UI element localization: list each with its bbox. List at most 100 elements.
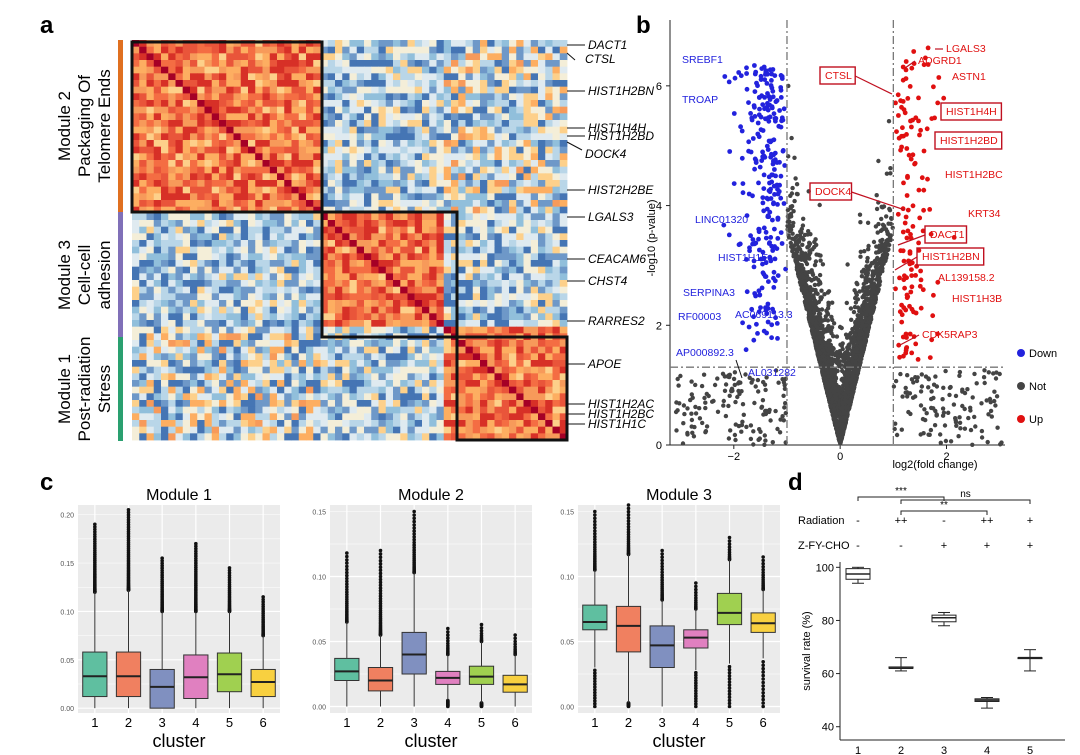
heatmap-cell <box>277 233 285 241</box>
heatmap-cell <box>132 86 140 94</box>
heatmap-cell <box>182 93 191 101</box>
heatmap-cell <box>559 380 568 388</box>
heatmap-cell <box>190 420 198 428</box>
heatmap-cell <box>487 40 495 48</box>
heatmap-cell <box>472 320 481 328</box>
heatmap-cell <box>545 413 553 421</box>
heatmap-cell <box>494 360 503 368</box>
heatmap-cell <box>313 240 321 248</box>
heatmap-cell <box>284 133 292 141</box>
heatmap-cell <box>226 86 234 94</box>
heatmap-cell <box>429 326 437 334</box>
heatmap-cell <box>153 406 162 414</box>
heatmap-cell <box>407 86 416 94</box>
heatmap-cell <box>335 346 343 354</box>
heatmap-cell <box>516 306 524 314</box>
heatmap-cell <box>451 346 459 354</box>
heatmap-cell <box>190 366 198 374</box>
heatmap-cell <box>523 360 532 368</box>
heatmap-cell <box>472 340 481 348</box>
heatmap-cell <box>269 406 278 414</box>
heatmap-cell <box>291 86 300 94</box>
heatmap-cell <box>422 366 430 374</box>
heatmap-cell <box>545 80 553 88</box>
heatmap-cell <box>356 146 365 154</box>
heatmap-cell <box>480 293 488 301</box>
heatmap-cell <box>349 160 358 168</box>
volcano-point-not <box>859 274 865 279</box>
heatmap-cell <box>313 420 321 428</box>
heatmap-cell <box>385 60 394 68</box>
heatmap-cell <box>327 400 336 408</box>
heatmap-cell <box>393 153 401 161</box>
heatmap-cell <box>204 413 213 421</box>
heatmap-cell <box>204 366 213 374</box>
heatmap-cell <box>197 120 205 128</box>
heatmap-cell <box>487 106 495 114</box>
heatmap-cell <box>393 60 401 68</box>
heatmap-cell <box>393 113 401 121</box>
heatmap-cell <box>197 80 205 88</box>
heatmap-cell <box>429 280 437 288</box>
heatmap-cell <box>378 40 387 48</box>
heatmap-cell <box>146 413 155 421</box>
heatmap-cell <box>211 300 220 308</box>
heatmap-cell <box>393 380 401 388</box>
heatmap-cell <box>458 306 466 314</box>
heatmap-cell <box>559 206 568 214</box>
heatmap-cell <box>327 193 336 201</box>
heatmap-cell <box>211 160 220 168</box>
heatmap-cell <box>211 86 220 94</box>
heatmap-cell <box>559 160 568 168</box>
heatmap-cell <box>480 246 488 254</box>
heatmap-cell <box>465 400 474 408</box>
heatmap-cell <box>262 66 271 74</box>
heatmap-cell <box>306 40 314 48</box>
volcano-point-not <box>812 282 818 288</box>
heatmap-cell <box>429 433 437 441</box>
volcano-point-not <box>800 236 805 241</box>
heatmap-cell <box>400 200 408 208</box>
heatmap-cell <box>298 380 307 388</box>
heatmap-cell <box>262 280 271 288</box>
heatmap-cell <box>472 40 481 48</box>
heatmap-cell <box>436 246 445 254</box>
heatmap-cell <box>240 180 249 188</box>
heatmap-diagonal-cell <box>371 260 379 267</box>
heatmap-cell <box>335 426 343 434</box>
heatmap-cell <box>443 146 452 154</box>
heatmap-cell <box>349 266 358 274</box>
heatmap-cell <box>393 86 401 94</box>
heatmap-cell <box>436 393 445 401</box>
heatmap-cell <box>240 393 249 401</box>
heatmap-cell <box>298 433 307 441</box>
heatmap-cell <box>451 220 459 228</box>
heatmap-cell <box>371 313 379 321</box>
heatmap-cell <box>327 126 336 134</box>
heatmap-cell <box>161 406 169 414</box>
heatmap-cell <box>190 153 198 161</box>
heatmap-cell <box>530 166 539 174</box>
heatmap-cell <box>327 426 336 434</box>
heatmap-cell <box>146 293 155 301</box>
heatmap-cell <box>153 426 162 434</box>
heatmap-cell <box>277 320 285 328</box>
heatmap-cell <box>501 146 510 154</box>
heatmap-cell <box>190 360 198 368</box>
heatmap-cell <box>371 46 379 54</box>
heatmap-cell <box>233 406 242 414</box>
heatmap-cell <box>545 266 553 274</box>
heatmap-cell <box>320 113 329 121</box>
heatmap-cell <box>139 360 147 368</box>
heatmap-cell <box>219 166 227 174</box>
heatmap-cell <box>233 280 242 288</box>
heatmap-cell <box>393 140 401 148</box>
heatmap-cell <box>175 253 184 261</box>
heatmap-cell <box>313 166 321 174</box>
heatmap-cell <box>139 146 147 154</box>
heatmap-cell <box>487 46 495 54</box>
heatmap-cell <box>248 406 256 414</box>
heatmap-cell <box>451 133 459 141</box>
heatmap-cell <box>298 246 307 254</box>
heatmap-cell <box>226 246 234 254</box>
